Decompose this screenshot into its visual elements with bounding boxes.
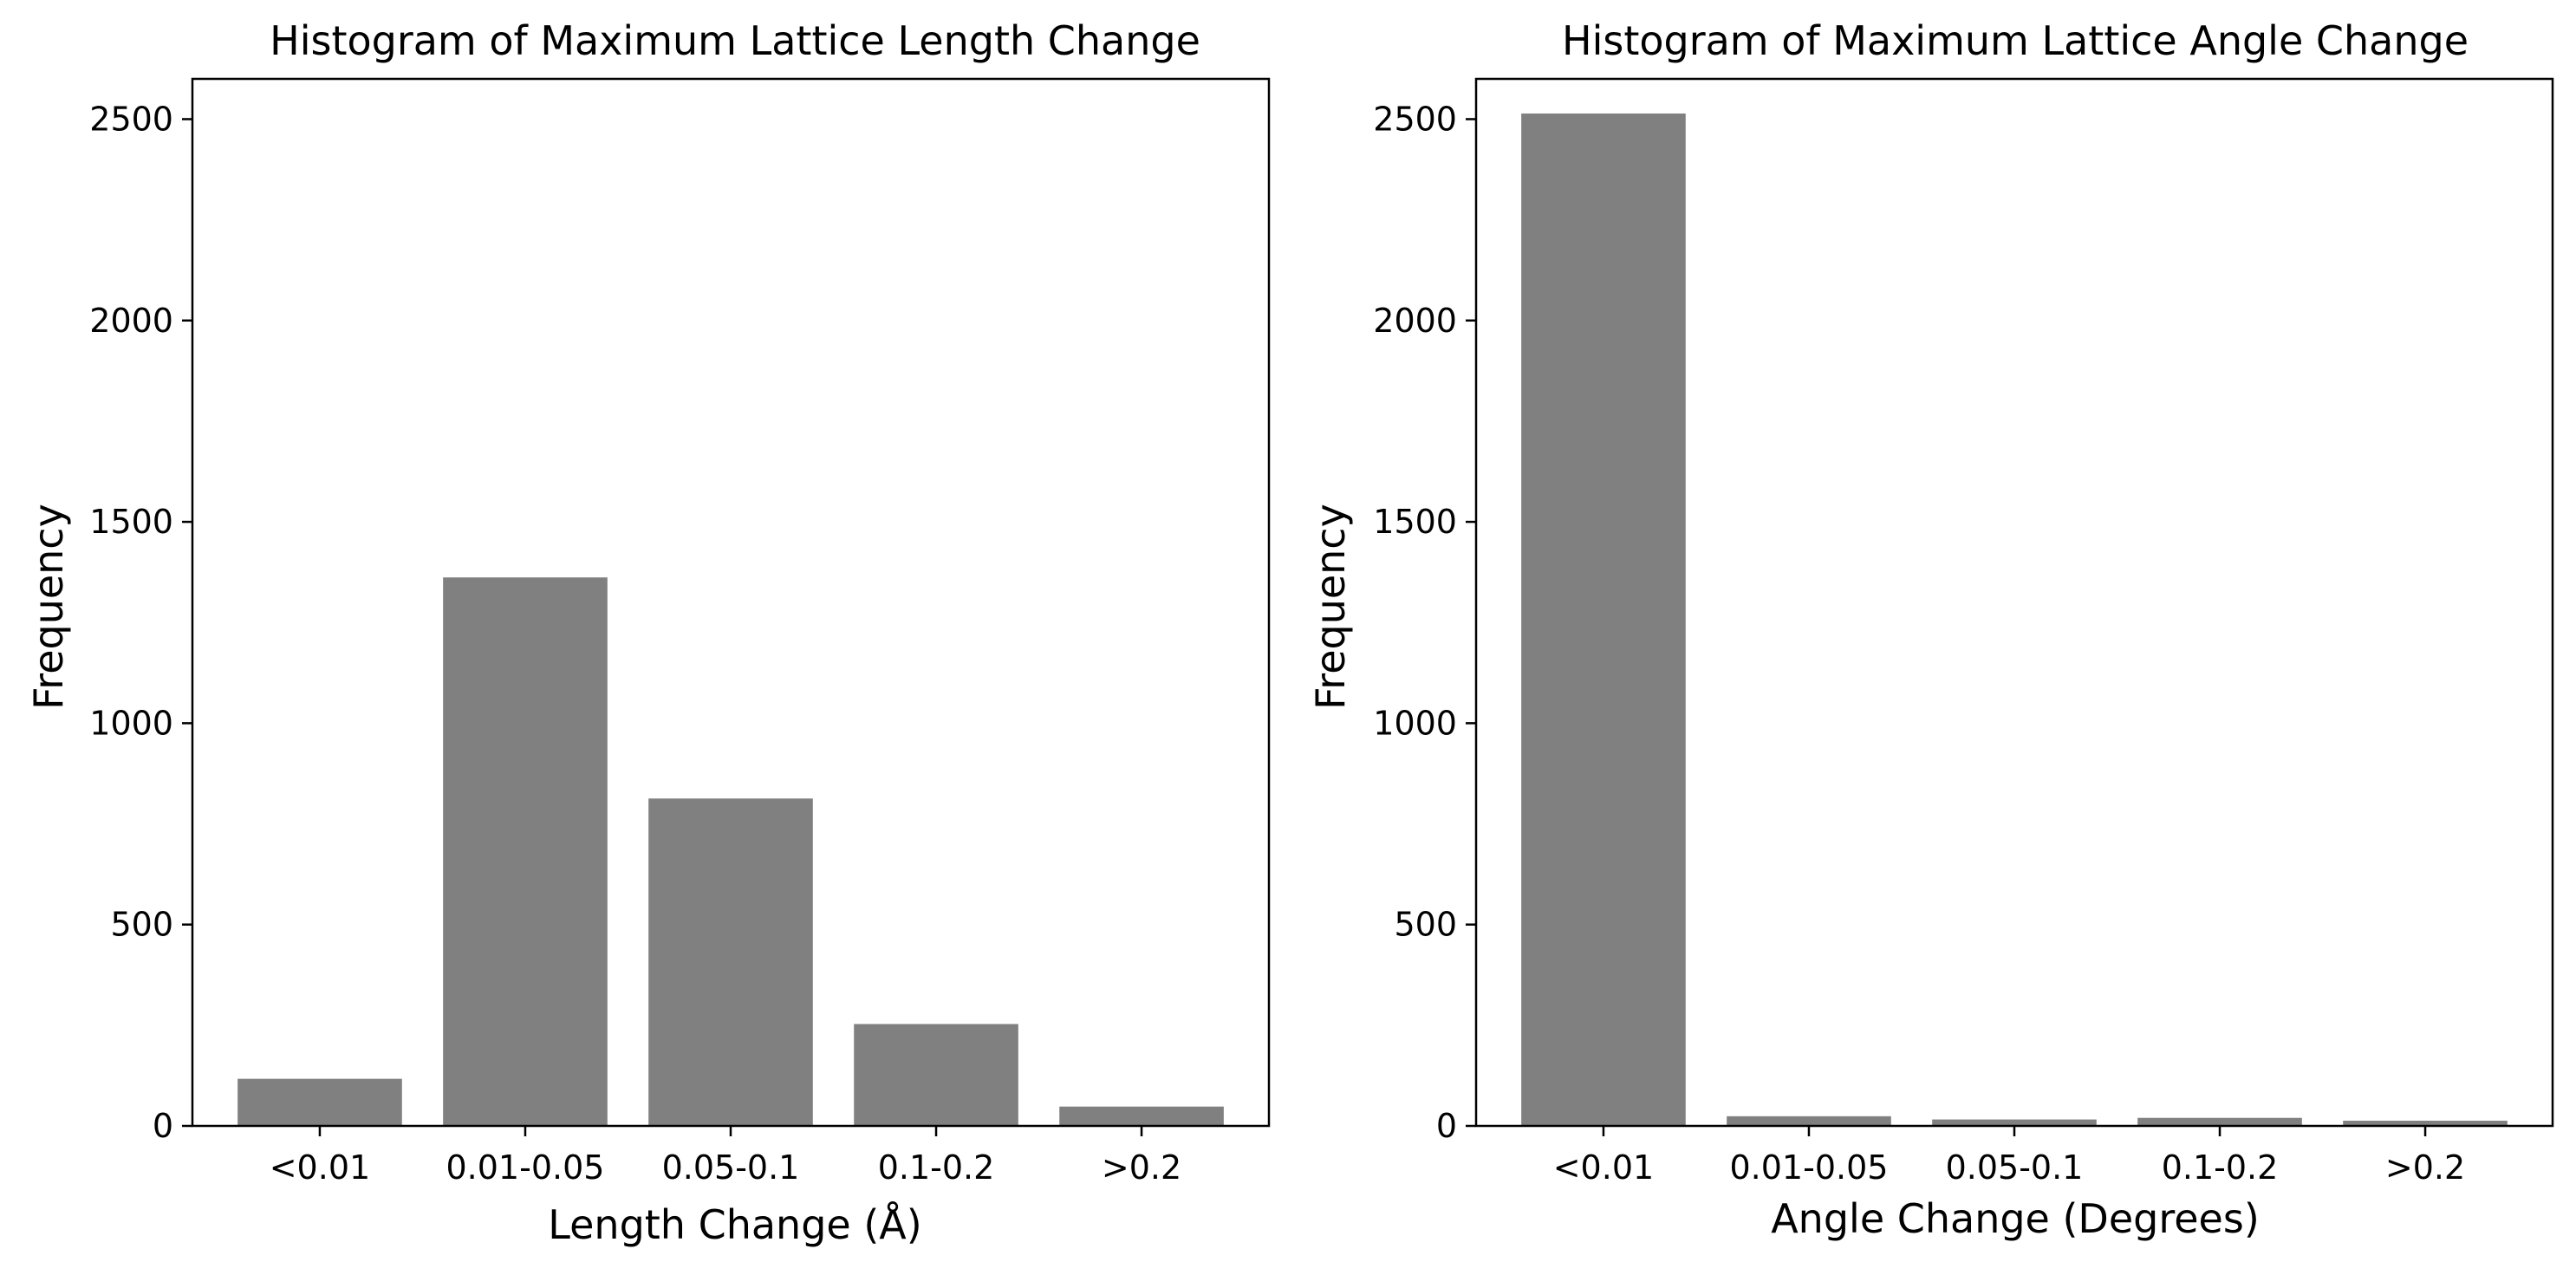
x-tick-label: 0.1-0.2	[2162, 1148, 2279, 1187]
x-tick-label: 0.01-0.05	[1730, 1148, 1889, 1187]
x-tick-label: 0.05-0.1	[1946, 1148, 2084, 1187]
y-tick-label: 1000	[89, 704, 173, 742]
y-tick-label: 2500	[1373, 100, 1457, 138]
y-axis: 0 500 1000 1500 2000 2500	[1373, 100, 1476, 1145]
y-tick-label: 500	[110, 906, 173, 944]
y-axis-label: Frequency	[25, 504, 72, 710]
bars	[237, 577, 1224, 1126]
x-axis-label: Angle Change (Degrees)	[1771, 1195, 2260, 1242]
bar-3	[2137, 1117, 2302, 1126]
x-axis: <0.01 0.01-0.05 0.05-0.1 0.1-0.2 >0.2	[270, 1126, 1181, 1187]
x-tick-label: >0.2	[1102, 1148, 1181, 1187]
x-tick-label: 0.1-0.2	[878, 1148, 995, 1187]
x-axis: <0.01 0.01-0.05 0.05-0.1 0.1-0.2 >0.2	[1553, 1126, 2465, 1187]
bar-2	[648, 798, 813, 1126]
bar-0	[237, 1078, 402, 1126]
x-tick-label: <0.01	[270, 1148, 370, 1187]
bar-1	[443, 577, 608, 1126]
bar-0	[1521, 113, 1686, 1127]
x-tick-label: <0.01	[1553, 1148, 1654, 1187]
y-axis-label: Frequency	[1307, 504, 1354, 710]
x-tick-label: 0.05-0.1	[662, 1148, 800, 1187]
y-tick-label: 500	[1394, 906, 1457, 944]
y-tick-label: 1500	[1373, 503, 1457, 541]
x-tick-label: >0.2	[2385, 1148, 2465, 1187]
y-tick-label: 0	[153, 1107, 173, 1145]
length-change-chart: Histogram of Maximum Lattice Length Chan…	[25, 17, 1271, 1248]
x-axis-label: Length Change (Å)	[548, 1201, 921, 1248]
y-tick-label: 2000	[1373, 302, 1457, 340]
bar-3	[854, 1024, 1018, 1126]
bars	[1521, 113, 2508, 1127]
bar-4	[1059, 1106, 1224, 1126]
y-tick-label: 2000	[89, 302, 173, 340]
y-tick-label: 0	[1436, 1107, 1457, 1145]
chart-title: Histogram of Maximum Lattice Angle Chang…	[1562, 17, 2469, 64]
y-tick-label: 1500	[89, 503, 173, 541]
y-axis: 0 500 1000 1500 2000 2500	[89, 100, 192, 1145]
bar-2	[1932, 1119, 2097, 1126]
y-tick-label: 2500	[89, 100, 173, 138]
y-tick-label: 1000	[1373, 704, 1457, 742]
chart-title: Histogram of Maximum Lattice Length Chan…	[270, 17, 1200, 64]
bar-4	[2343, 1120, 2508, 1126]
x-tick-label: 0.01-0.05	[446, 1148, 605, 1187]
angle-change-chart: Histogram of Maximum Lattice Angle Chang…	[1307, 17, 2554, 1242]
bar-1	[1727, 1116, 1891, 1126]
